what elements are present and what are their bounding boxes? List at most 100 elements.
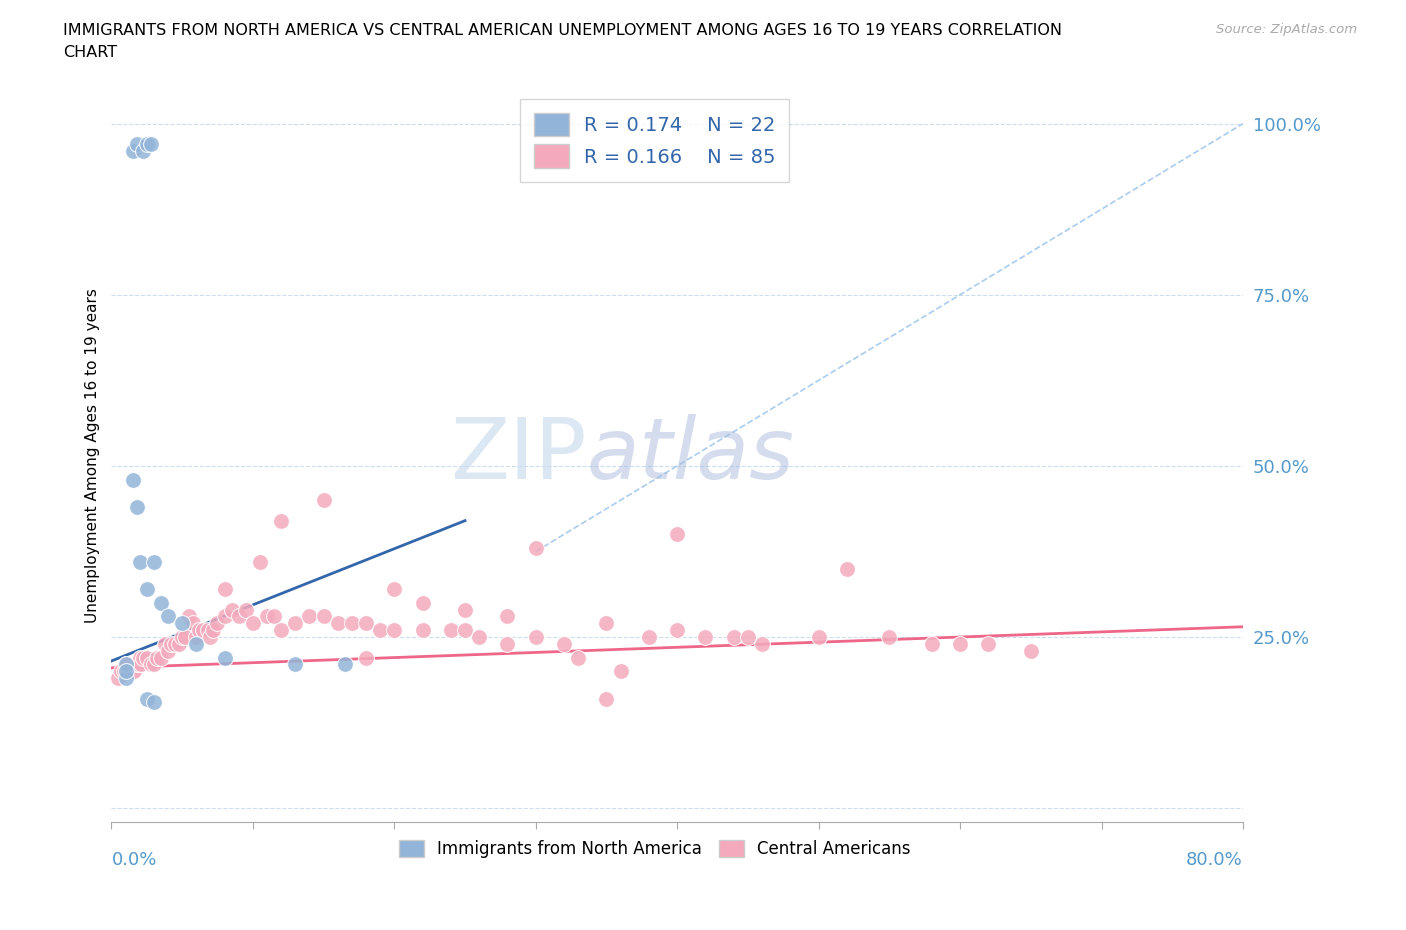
Point	[354, 650, 377, 665]
Point	[114, 657, 136, 671]
Point	[169, 636, 191, 651]
Point	[149, 650, 172, 665]
Point	[263, 609, 285, 624]
Text: CHART: CHART	[63, 45, 117, 60]
Point	[107, 671, 129, 685]
Point	[695, 630, 717, 644]
Point	[165, 636, 187, 651]
Point	[807, 630, 830, 644]
Point	[172, 630, 194, 644]
Text: IMMIGRANTS FROM NORTH AMERICA VS CENTRAL AMERICAN UNEMPLOYMENT AMONG AGES 16 TO : IMMIGRANTS FROM NORTH AMERICA VS CENTRAL…	[63, 23, 1063, 38]
Point	[879, 630, 901, 644]
Point	[114, 657, 136, 671]
Point	[174, 630, 197, 644]
Point	[284, 657, 307, 671]
Point	[128, 554, 150, 569]
Point	[207, 616, 229, 631]
Point	[468, 630, 491, 644]
Point	[139, 657, 162, 671]
Point	[235, 603, 257, 618]
Point	[135, 581, 157, 596]
Point	[159, 636, 181, 651]
Point	[333, 657, 356, 671]
Point	[110, 664, 132, 679]
Point	[114, 671, 136, 685]
Point	[200, 630, 222, 644]
Point	[149, 595, 172, 610]
Point	[312, 609, 335, 624]
Point	[835, 561, 858, 576]
Point	[440, 623, 463, 638]
Point	[188, 623, 211, 638]
Point	[228, 609, 250, 624]
Point	[135, 650, 157, 665]
Point	[382, 581, 405, 596]
Point	[121, 143, 143, 158]
Point	[723, 630, 745, 644]
Point	[496, 609, 519, 624]
Point	[186, 630, 208, 644]
Point	[666, 623, 689, 638]
Point	[553, 636, 575, 651]
Point	[202, 623, 225, 638]
Point	[214, 650, 236, 665]
Point	[270, 513, 292, 528]
Point	[496, 636, 519, 651]
Point	[249, 554, 271, 569]
Point	[193, 623, 215, 638]
Point	[382, 623, 405, 638]
Point	[127, 657, 149, 671]
Point	[114, 664, 136, 679]
Point	[977, 636, 1000, 651]
Point	[129, 657, 152, 671]
Point	[298, 609, 321, 624]
Point	[270, 623, 292, 638]
Point	[117, 664, 139, 679]
Text: atlas: atlas	[586, 414, 794, 498]
Point	[125, 657, 148, 671]
Legend: Immigrants from North America, Central Americans: Immigrants from North America, Central A…	[392, 833, 917, 865]
Point	[354, 616, 377, 631]
Point	[142, 554, 165, 569]
Point	[454, 603, 477, 618]
Point	[183, 616, 205, 631]
Point	[326, 616, 349, 631]
Point	[172, 616, 194, 631]
Point	[125, 137, 148, 152]
Point	[122, 664, 145, 679]
Point	[312, 493, 335, 508]
Point	[131, 143, 153, 158]
Point	[412, 623, 434, 638]
Point	[142, 657, 165, 671]
Point	[567, 650, 589, 665]
Point	[595, 691, 617, 706]
Point	[524, 630, 547, 644]
Point	[135, 691, 157, 706]
Point	[125, 499, 148, 514]
Text: 0.0%: 0.0%	[111, 851, 157, 870]
Point	[128, 650, 150, 665]
Point	[156, 644, 179, 658]
Point	[153, 636, 176, 651]
Point	[121, 664, 143, 679]
Point	[638, 630, 661, 644]
Point	[242, 616, 264, 631]
Point	[142, 695, 165, 710]
Point	[368, 623, 391, 638]
Point	[186, 636, 208, 651]
Point	[214, 581, 236, 596]
Text: ZIP: ZIP	[450, 414, 586, 498]
Point	[179, 609, 201, 624]
Point	[666, 527, 689, 542]
Point	[214, 609, 236, 624]
Text: Source: ZipAtlas.com: Source: ZipAtlas.com	[1216, 23, 1357, 36]
Point	[454, 623, 477, 638]
Y-axis label: Unemployment Among Ages 16 to 19 years: Unemployment Among Ages 16 to 19 years	[86, 288, 100, 623]
Point	[145, 650, 167, 665]
Point	[524, 540, 547, 555]
Point	[1019, 644, 1042, 658]
Point	[131, 650, 153, 665]
Point	[139, 137, 162, 152]
Point	[156, 609, 179, 624]
Point	[256, 609, 278, 624]
